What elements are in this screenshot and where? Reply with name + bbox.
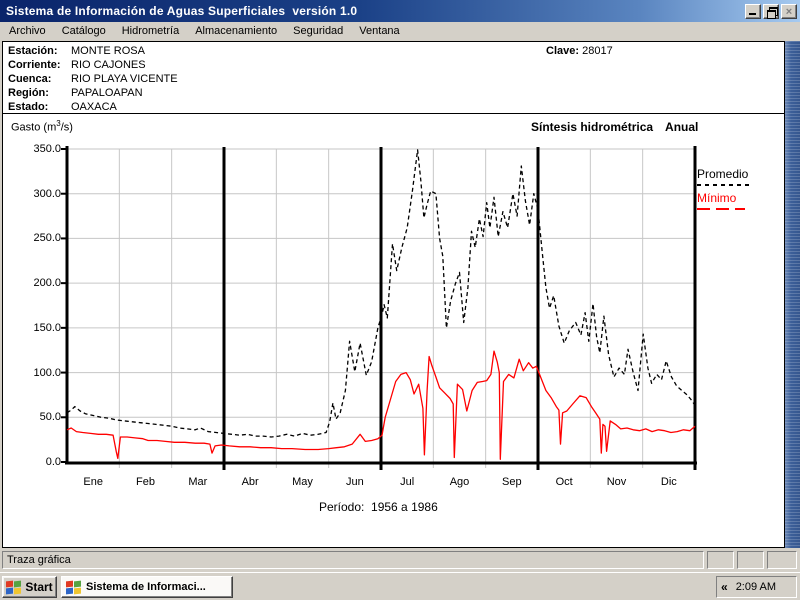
legend-line-minimo [697,208,745,210]
y-tick-label: 0.0 [45,456,61,468]
chart-title: Síntesis hidrométrica Anual [531,120,699,134]
menu-item-hidrometria[interactable]: Hidrometría [121,25,180,37]
series-promedio [66,149,696,438]
client-area: Estación: MONTE ROSA Corriente: RIO CAJONES… [2,41,785,548]
taskbar-clock: 2:09 AM [735,581,777,593]
series-minimo [66,350,696,460]
app-icon [66,580,82,595]
y-tick-label: 300.0 [33,187,61,200]
minimize-button[interactable] [745,4,761,19]
window-title: Sistema de Información de Aguas Superfic… [6,4,358,18]
month-label-jul: Jul [400,476,415,488]
title-bar: Sistema de Información de Aguas Superfic… [0,0,800,22]
month-label-feb: Feb [136,476,155,488]
y-tick-label: 150.0 [33,321,61,334]
month-label-may: May [292,476,313,488]
menu-item-ventana[interactable]: Ventana [359,25,400,37]
status-panel-1 [707,551,734,569]
month-label-abr: Abr [241,476,259,488]
status-panel-3 [767,551,797,569]
menu-item-archivo[interactable]: Archivo [9,25,46,37]
month-label-jun: Jun [345,476,364,488]
station-row: Región: PAPALOAPAN [8,87,143,99]
station-row: Cuenca: RIO PLAYA VICENTE [8,73,178,85]
station-row: Estación: MONTE ROSA [8,45,145,57]
windows-logo-icon [6,580,22,595]
menu-item-catalogo[interactable]: Catálogo [61,25,106,37]
y-tick-label: 250.0 [33,232,61,245]
y-tick-label: 350.0 [33,143,61,155]
station-info: Estación: MONTE ROSA Corriente: RIO CAJONES… [8,44,178,114]
legend-item-promedio: Promedio [697,167,753,186]
tray-chevron-icon[interactable]: « [721,580,728,594]
taskbar: Start Sistema de Informaci... « 2:09 AM [0,572,800,600]
period-annotation: Período: 1956 a 1986 [319,500,438,514]
y-tick-label: 100.0 [33,366,61,379]
close-button[interactable]: × [781,4,797,19]
taskbar-task-button[interactable]: Sistema de Informaci... [61,576,233,598]
month-label-sep: Sep [502,476,522,488]
status-bar: Traza gráfica [0,548,800,572]
menu-item-almacenamiento[interactable]: Almacenamiento [195,25,278,37]
status-panel-2 [737,551,764,569]
chart-legend: Promedio Mínimo [697,167,753,215]
restore-button[interactable] [763,4,779,19]
menu-bar: Archivo Catálogo Hidrometría Almacenamiento… [0,22,800,41]
month-label-ago: Ago [449,476,470,488]
header-divider [3,113,784,114]
desktop-edge-strip [785,41,800,548]
y-axis-title: Gasto (m3/s) [11,119,73,134]
month-label-mar: Mar [188,476,208,488]
menu-item-seguridad[interactable]: Seguridad [293,25,344,37]
month-label-nov: Nov [606,476,627,488]
month-label-oct: Oct [555,476,573,488]
hydrograph-chart [61,146,697,470]
station-row: Corriente: RIO CAJONES [8,59,146,71]
month-label-dic: Dic [660,476,677,488]
station-key: Clave: 28017 [546,44,613,58]
y-tick-label: 200.0 [33,277,61,290]
legend-item-minimo: Mínimo [697,191,753,210]
month-label-ene: Ene [83,476,103,488]
station-row: Estado: OAXACA [8,101,117,113]
clave-label: Clave: [546,45,580,57]
start-button[interactable]: Start [2,576,57,598]
clave-value: 28017 [582,45,613,57]
y-tick-label: 50.0 [39,411,61,424]
system-tray: « 2:09 AM [716,576,797,598]
legend-line-promedio [697,184,753,186]
status-text: Traza gráfica [2,551,704,569]
